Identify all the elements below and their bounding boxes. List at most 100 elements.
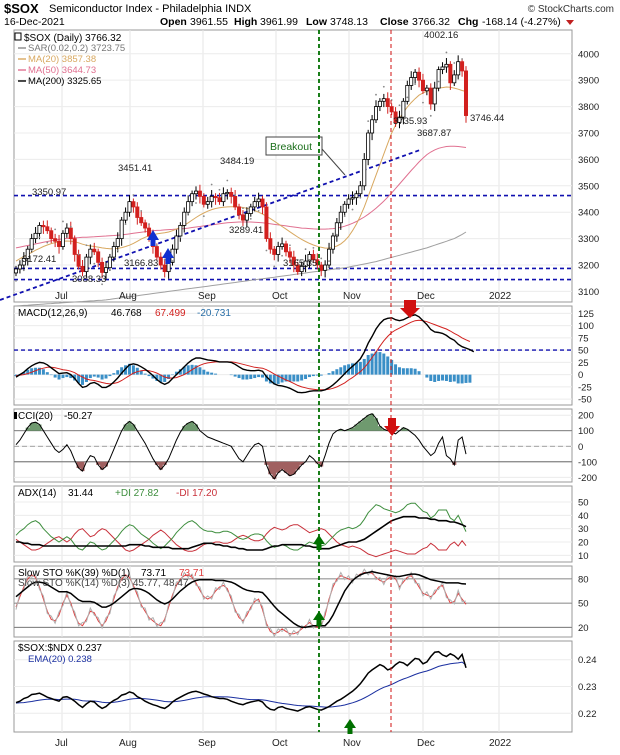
candle-body <box>234 196 237 207</box>
stochastic-panel-y-tick: 50 <box>578 599 589 610</box>
header-high: 3961.99 <box>260 16 298 28</box>
candle-body <box>370 120 373 133</box>
cci-panel-y-tick: -200 <box>578 473 597 484</box>
candle-body <box>108 257 111 268</box>
header-low-label: Low <box>306 16 328 28</box>
candle-body <box>425 88 428 91</box>
sar-dot <box>399 104 401 106</box>
macd-histogram-bar <box>433 375 436 382</box>
candle-body <box>222 194 225 202</box>
macd-histogram-bar <box>375 352 378 375</box>
macd-histogram-bar <box>437 375 440 381</box>
candle-body <box>73 239 76 255</box>
candle-body <box>449 64 452 82</box>
price-panel-y-tick: 3200 <box>578 261 599 272</box>
adx-plus-di-value: +DI 27.82 <box>115 488 159 499</box>
x-label-bottom: Jul <box>55 738 68 749</box>
candle-body <box>288 252 291 257</box>
macd-histogram-bar <box>89 375 92 378</box>
sar-dot <box>367 120 369 122</box>
candle-body <box>226 192 229 193</box>
macd-histogram-bar <box>465 375 468 383</box>
watermark: © StockCharts.com <box>528 4 614 15</box>
macd-histogram-bar <box>105 375 108 379</box>
x-label-bottom: Nov <box>343 738 361 749</box>
sar-dot <box>195 202 197 204</box>
candle-body <box>237 207 240 215</box>
macd-histogram-bar <box>394 364 397 374</box>
macd-histogram-bar <box>241 375 244 380</box>
sar-dot <box>39 236 41 238</box>
adx-panel-y-tick: 10 <box>578 551 589 562</box>
macd-panel-y-tick: 25 <box>578 358 589 369</box>
sar-dot <box>54 228 56 230</box>
macd-hist-value: -20.731 <box>197 308 231 319</box>
sar-dot <box>320 258 322 260</box>
macd-histogram-bar <box>253 375 256 378</box>
sar-dot <box>250 218 252 220</box>
price-panel-y-tick: 3600 <box>578 155 599 166</box>
candle-body <box>273 249 276 254</box>
macd-histogram-bar <box>163 375 166 382</box>
candle-body <box>414 72 417 77</box>
sar-dot <box>234 194 236 196</box>
price-panel-y-tick: 3800 <box>578 102 599 113</box>
header-name: Semiconductor Index - Philadelphia INDX <box>49 3 252 15</box>
ratio-legend-label: EMA(20) 0.238 <box>28 654 92 665</box>
candle-body <box>331 236 334 249</box>
macd-histogram-bar <box>112 373 115 374</box>
macd-histogram-bar <box>335 369 338 374</box>
candle-body <box>253 202 256 207</box>
cci-panel-y-tick: 200 <box>578 411 594 422</box>
sar-dot <box>125 223 127 225</box>
sar-dot <box>312 247 314 249</box>
header-date: 16-Dec-2021 <box>4 16 65 28</box>
macd-histogram-bar <box>292 375 295 382</box>
macd-histogram-bar <box>378 352 381 375</box>
macd-signal-value: 67.499 <box>155 308 186 319</box>
candle-body <box>245 214 248 221</box>
sar-dot <box>140 210 142 212</box>
legend-label: MA(200) 3325.65 <box>28 76 101 87</box>
macd-histogram-bar <box>144 374 147 375</box>
price-panel: 3100320033003400350036003700380039004000… <box>0 30 599 306</box>
candle-body <box>93 249 96 252</box>
cci-panel-y-tick: 0 <box>578 442 583 453</box>
sar-dot <box>187 213 189 215</box>
sar-dot <box>242 207 244 209</box>
sar-dot <box>62 221 64 223</box>
macd-histogram-bar <box>108 375 111 376</box>
legend-label: MA(50) 3644.73 <box>28 65 96 76</box>
macd-histogram-bar <box>441 375 444 381</box>
macd-histogram-bar <box>398 367 401 374</box>
ratio-panel-y-tick: 0.23 <box>578 682 597 693</box>
macd-panel-y-tick: 0 <box>578 370 583 381</box>
price-label: 3484.19 <box>220 156 254 167</box>
sar-dot <box>414 83 416 85</box>
price-label: 3289.41 <box>229 225 263 236</box>
adx-title: ADX(14) <box>18 488 56 499</box>
macd-histogram-bar <box>261 375 264 378</box>
sto-short-title: Slow STO %K(14) %D(3) 45.77, 48.47 <box>18 578 189 589</box>
macd-histogram-bar <box>304 375 307 379</box>
macd-histogram-bar <box>148 375 151 376</box>
candle-body <box>230 192 233 196</box>
candle-body <box>257 199 260 202</box>
macd-histogram-bar <box>461 375 464 384</box>
header-symbol: $SOX <box>4 1 39 16</box>
price-panel-y-tick: 3500 <box>578 181 599 192</box>
macd-histogram-bar <box>54 375 57 378</box>
header-close-label: Close <box>380 16 409 28</box>
macd-histogram-bar <box>328 373 331 374</box>
candle-body <box>343 204 346 212</box>
stochastic-panel-y-tick: 80 <box>578 574 589 585</box>
sar-dot <box>109 268 111 270</box>
candle-body <box>351 198 354 199</box>
cci-value: -50.27 <box>64 411 93 422</box>
candle-body <box>65 228 68 233</box>
candle-body <box>206 202 209 205</box>
sar-dot <box>132 194 134 196</box>
candle-body <box>284 244 287 252</box>
